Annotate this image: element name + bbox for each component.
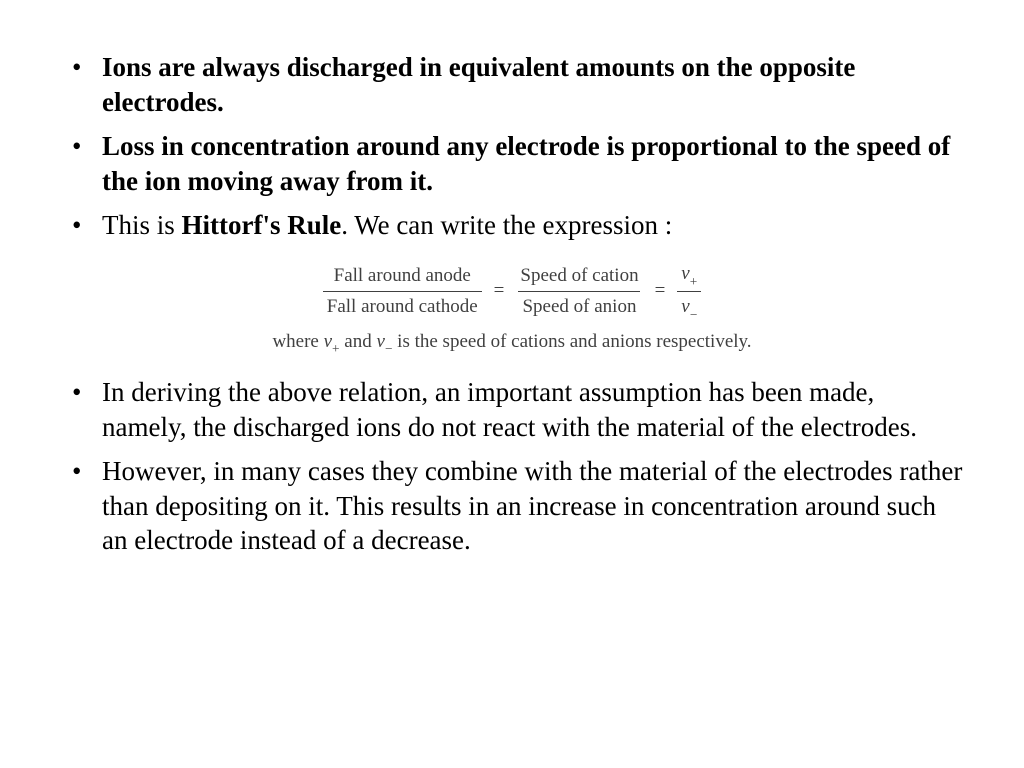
v-plus-sym: v	[681, 263, 689, 284]
bullet-item-5: However, in many cases they combine with…	[60, 454, 964, 558]
bullet-text-1: Ions are always discharged in equivalent…	[102, 52, 855, 117]
fraction-fall-num: Fall around anode	[330, 263, 475, 292]
bullet-item-3: This is Hittorf's Rule. We can write the…	[60, 208, 964, 243]
fraction-v-den: v−	[677, 291, 701, 322]
bullet-list: Ions are always discharged in equivalent…	[60, 50, 964, 243]
caption-vplus-sym: v	[324, 331, 332, 352]
bullet-text-3-suffix: . We can write the expression :	[341, 210, 672, 240]
fraction-v-num: v+	[677, 261, 701, 291]
fraction-speed-den: Speed of anion	[518, 291, 640, 321]
v-minus-sub: −	[690, 307, 698, 322]
caption-and: and	[340, 331, 377, 352]
bullet-item-4: In deriving the above relation, an impor…	[60, 375, 964, 444]
bullet-item-1: Ions are always discharged in equivalent…	[60, 50, 964, 119]
v-plus-sub: +	[690, 274, 698, 289]
caption-suffix: is the speed of cations and anions respe…	[392, 331, 751, 352]
bullet-item-2: Loss in concentration around any electro…	[60, 129, 964, 198]
bullet-text-3-rule: Hittorf's Rule	[182, 210, 342, 240]
fraction-fall: Fall around anode Fall around cathode	[323, 263, 482, 321]
v-minus-sym: v	[681, 296, 689, 317]
fraction-speed: Speed of cation Speed of anion	[516, 263, 642, 321]
bullet-text-3-prefix: This is	[102, 210, 182, 240]
slide-content: Ions are always discharged in equivalent…	[0, 0, 1024, 608]
equation-block: Fall around anode Fall around cathode = …	[60, 261, 964, 357]
equals-1: =	[492, 278, 507, 305]
bullet-text-5: However, in many cases they combine with…	[102, 456, 962, 555]
caption-vminus-sub: −	[385, 341, 393, 356]
caption-vminus-sym: v	[376, 331, 384, 352]
caption-vplus-sub: +	[332, 341, 340, 356]
fraction-fall-den: Fall around cathode	[323, 291, 482, 321]
equation-row: Fall around anode Fall around cathode = …	[323, 261, 701, 323]
equation-caption: where v+ and v− is the speed of cations …	[60, 329, 964, 357]
bullet-text-4: In deriving the above relation, an impor…	[102, 377, 917, 442]
equals-2: =	[653, 278, 668, 305]
fraction-v: v+ v−	[677, 261, 701, 323]
bullet-text-2: Loss in concentration around any electro…	[102, 131, 950, 196]
bullet-list-2: In deriving the above relation, an impor…	[60, 375, 964, 558]
fraction-speed-num: Speed of cation	[516, 263, 642, 292]
caption-prefix: where	[272, 331, 323, 352]
